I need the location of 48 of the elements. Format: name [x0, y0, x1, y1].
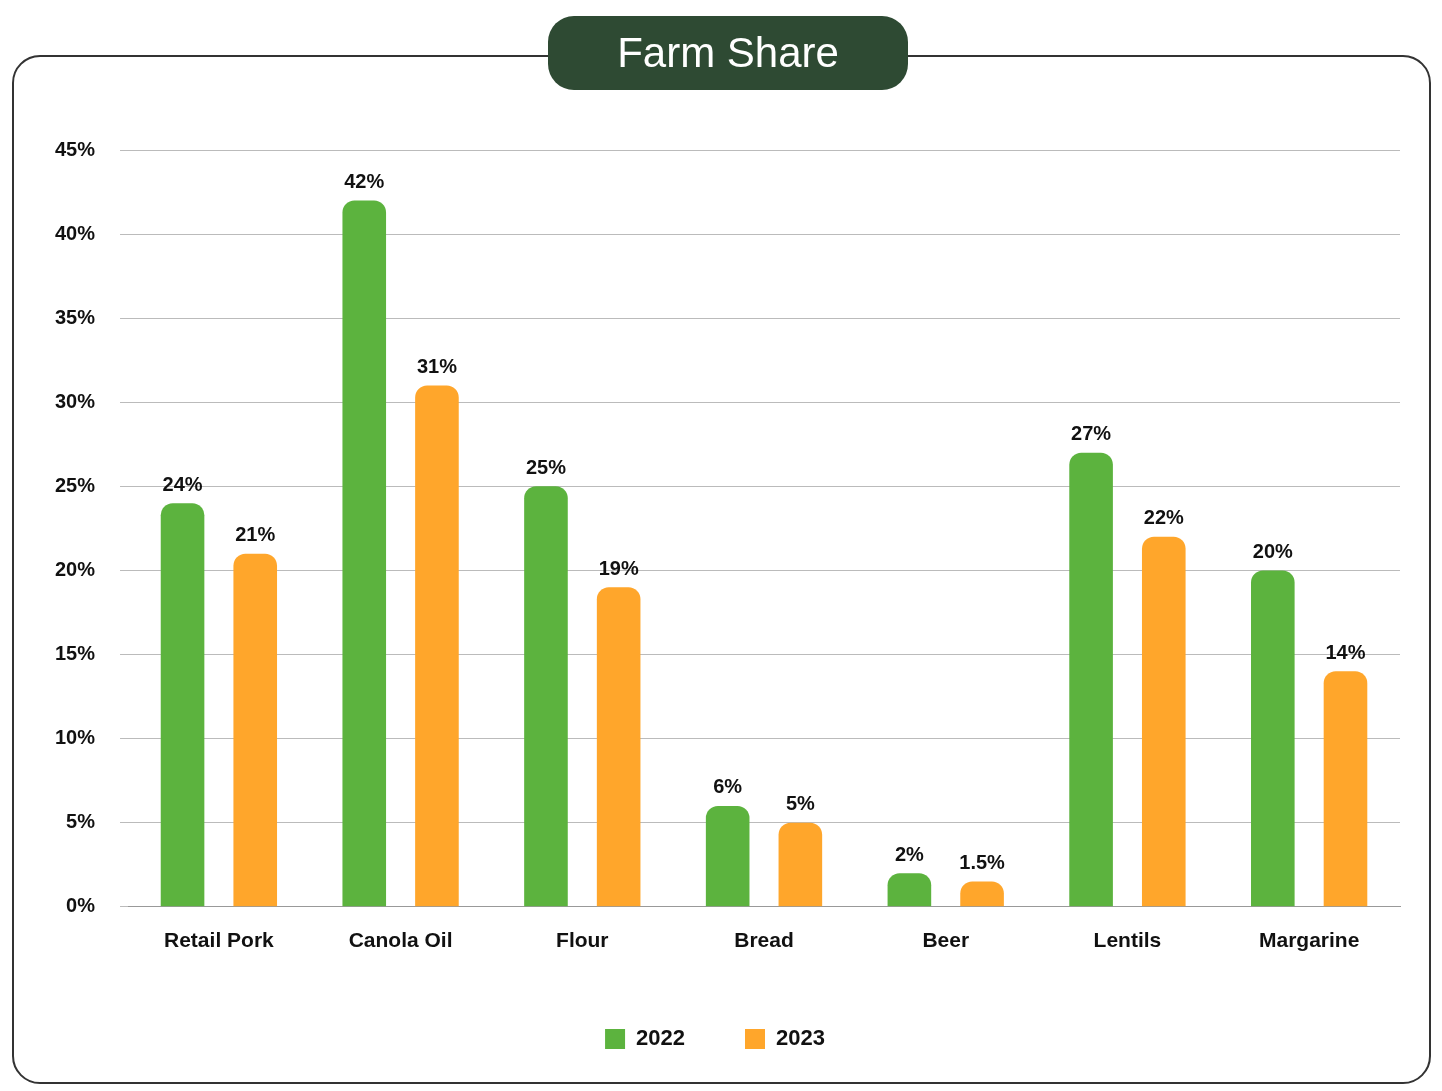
x-tick-label: Lentils — [1093, 928, 1162, 952]
bar — [1069, 452, 1113, 907]
bar — [596, 587, 641, 907]
data-label: 31% — [416, 354, 458, 377]
y-tick-label: 45% — [55, 137, 96, 160]
data-label: 21% — [235, 523, 276, 546]
legend-label: 2023 — [776, 1025, 825, 1051]
data-label: 24% — [162, 472, 203, 495]
x-tick-label: Beer — [922, 928, 970, 952]
y-tick-label: 40% — [55, 221, 96, 244]
bar — [705, 805, 750, 907]
bar — [342, 200, 387, 907]
data-label: 2% — [894, 842, 925, 865]
x-tick-label: Retail Pork — [164, 928, 275, 952]
bar — [778, 822, 823, 907]
y-tick-label: 35% — [55, 305, 96, 328]
y-tick-label: 15% — [55, 642, 96, 665]
data-label: 27% — [1071, 422, 1112, 445]
data-label: 19% — [598, 556, 639, 579]
data-label: 5% — [785, 792, 816, 815]
x-tick-label: Margarine — [1258, 928, 1360, 952]
y-tick-label: 5% — [66, 810, 96, 833]
data-label: 14% — [1325, 640, 1366, 663]
data-label: 1.5% — [959, 851, 1006, 874]
y-tick-label: 20% — [55, 557, 96, 580]
bar — [415, 385, 459, 907]
bar — [524, 486, 568, 907]
data-label: 6% — [713, 775, 743, 798]
y-tick-label: 10% — [55, 726, 96, 749]
bar — [887, 873, 932, 907]
chart-title: Farm Share — [548, 16, 908, 90]
bar — [960, 881, 1004, 907]
x-tick-label: Flour — [556, 928, 609, 952]
y-tick-label: 30% — [55, 389, 96, 412]
bar — [1141, 536, 1186, 907]
bar — [1323, 671, 1368, 907]
x-tick-label: Bread — [734, 928, 794, 952]
bar — [160, 503, 205, 907]
data-label: 22% — [1143, 506, 1185, 529]
bar — [233, 553, 278, 907]
data-label: 20% — [1252, 539, 1294, 562]
data-label: 25% — [525, 455, 567, 478]
legend-label: 2022 — [636, 1025, 686, 1051]
bar — [1251, 570, 1295, 907]
y-tick-label: 0% — [66, 894, 96, 917]
y-tick-label: 25% — [55, 473, 96, 496]
data-label: 42% — [344, 169, 385, 192]
x-tick-label: Canola Oil — [348, 928, 453, 952]
